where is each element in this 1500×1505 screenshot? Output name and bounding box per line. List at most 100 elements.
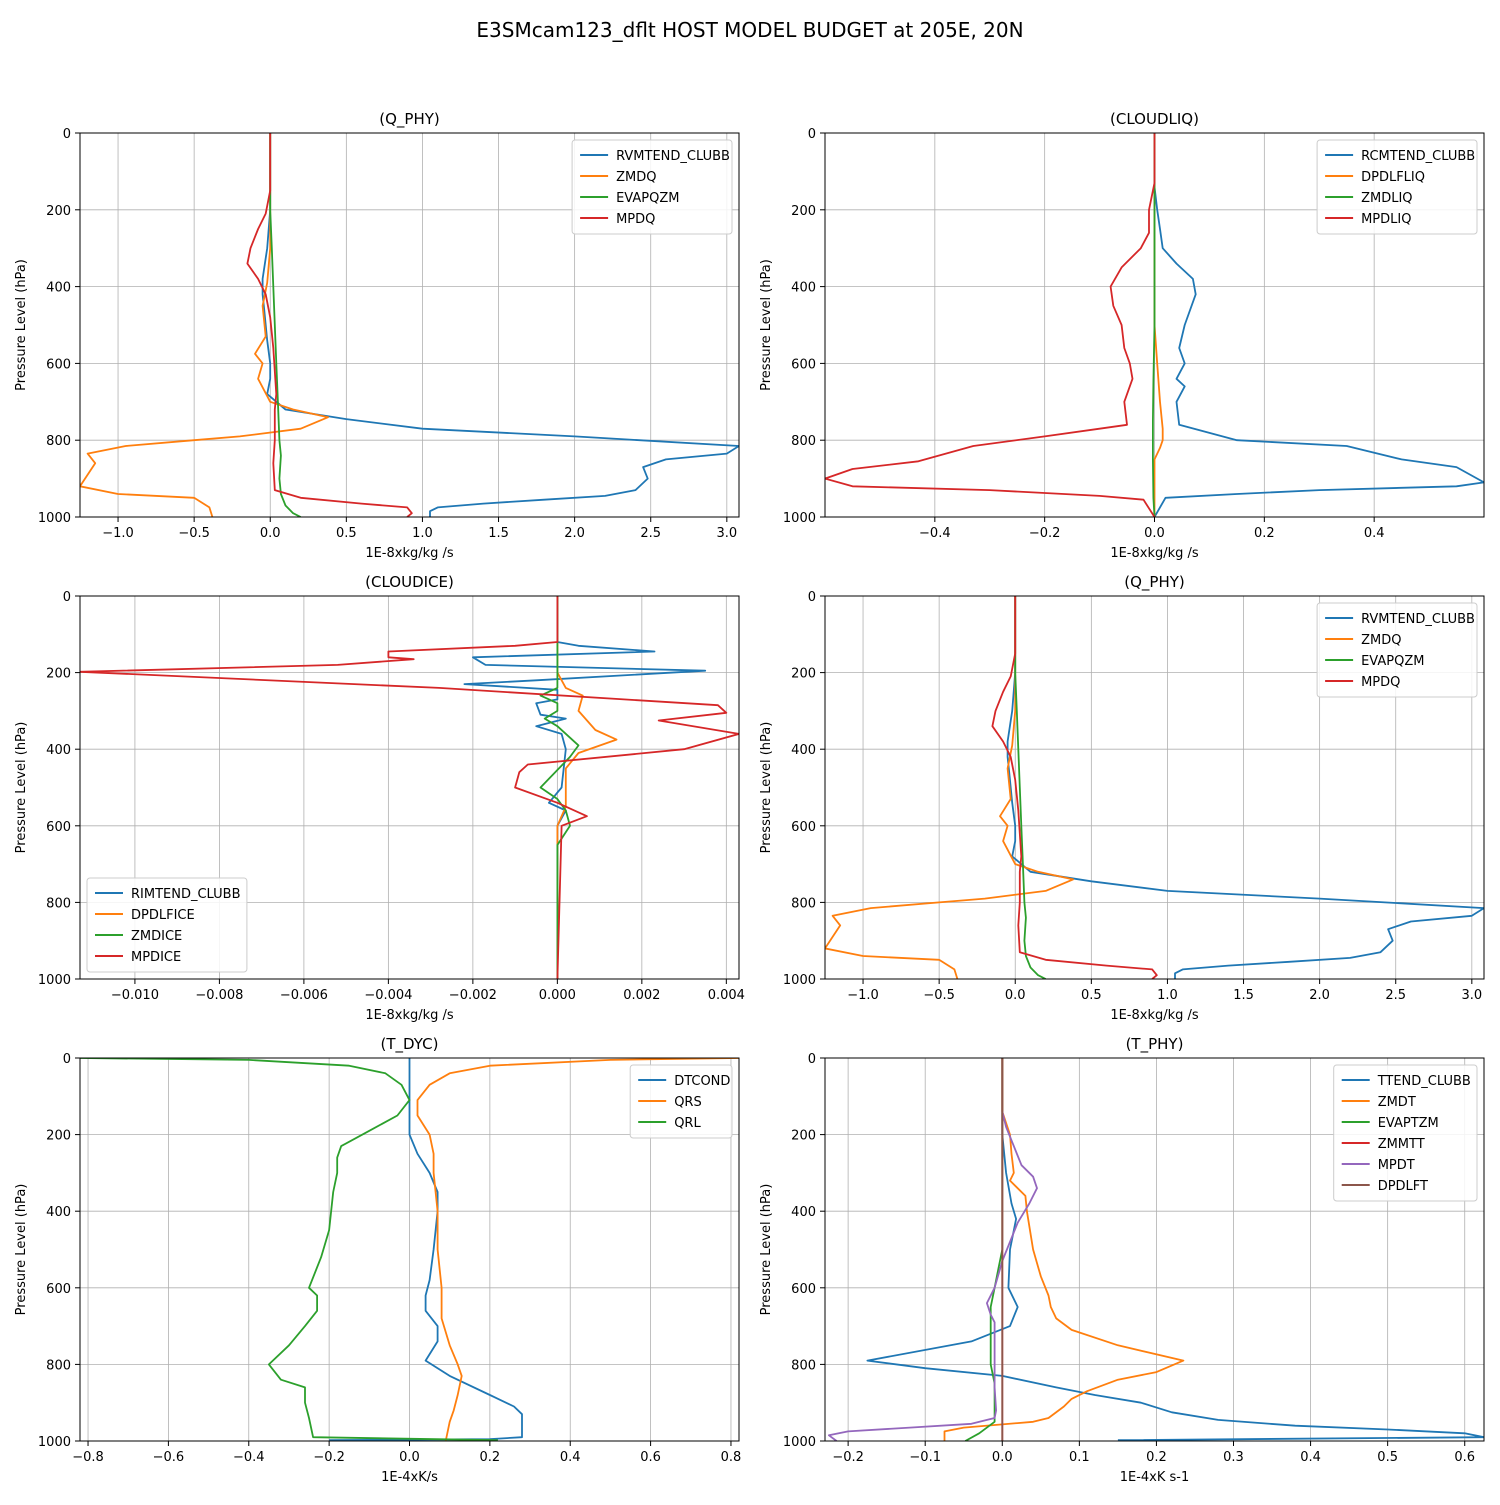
y-tick-label: 600: [46, 1282, 71, 1297]
y-axis-label: Pressure Level (hPa): [14, 722, 29, 854]
x-tick-label: −0.002: [449, 988, 497, 1003]
series-line-rcmtend_clubb: [1153, 133, 1484, 517]
series-line-mpdq: [991, 596, 1158, 979]
x-tick-label: 0.4: [1300, 1450, 1321, 1465]
series-line-evapqzm: [269, 133, 302, 517]
series-line-zmdq: [80, 133, 329, 517]
legend-box: [629, 1064, 733, 1139]
y-tick-label: 0: [63, 1052, 71, 1067]
series-group: [80, 133, 739, 517]
x-tick-label: −0.6: [153, 1450, 185, 1465]
legend-entry: MPDICE: [131, 950, 181, 965]
x-tick-label: −1.0: [102, 526, 134, 541]
legend-entry: ZMDLIQ: [1361, 191, 1412, 206]
axes-frame: [79, 132, 740, 518]
x-tick-label: 2.5: [1385, 988, 1406, 1003]
x-tick-label: 0.000: [539, 988, 576, 1003]
x-tick-label: −0.5: [178, 526, 210, 541]
series-line-mpdt: [828, 1111, 1038, 1441]
series-line-qrs: [416, 1058, 739, 1441]
x-tick-label: 0.2: [1254, 526, 1275, 541]
series-line-zmdice: [539, 596, 580, 979]
legend-box: [86, 877, 248, 973]
x-tick-label: 0.5: [1081, 988, 1102, 1003]
chart-title: (CLOUDICE): [365, 573, 454, 591]
legend-entry: EVAPTZM: [1378, 1116, 1439, 1131]
y-tick-label: 600: [791, 820, 816, 835]
x-tick-label: 0.3: [1223, 1450, 1244, 1465]
x-tick-label: −0.008: [195, 988, 243, 1003]
y-tick-label: 0: [808, 1052, 816, 1067]
legend-entry: MPDQ: [616, 212, 655, 227]
y-tick-label: 800: [791, 1358, 816, 1373]
series-line-rvmtend_clubb: [261, 133, 739, 517]
series-line-zmdliq: [1152, 133, 1156, 517]
series-line-mpdliq: [825, 133, 1156, 517]
legend-entry: ZMDQ: [1361, 633, 1401, 648]
legend-entry: MPDLIQ: [1361, 212, 1411, 227]
y-tick-label: 1000: [783, 511, 816, 526]
legend-entry: ZMDICE: [131, 929, 182, 944]
x-tick-label: 0.6: [1454, 1450, 1475, 1465]
y-tick-label: 1000: [783, 1435, 816, 1450]
x-tick-label: −0.2: [1029, 526, 1061, 541]
x-tick-label: 2.0: [564, 526, 585, 541]
chart-panel-2: −0.4 −0.2 0.0 0.2 0.4 0 200 400 600 800 1000 (CLOUD…: [759, 110, 1485, 561]
legend-entry: QRS: [674, 1095, 702, 1110]
chart-title: (T_DYC): [381, 1035, 439, 1054]
x-tick-label: −0.8: [72, 1450, 104, 1465]
x-tick-label: 0.5: [336, 526, 357, 541]
x-tick-label: 0.4: [560, 1450, 581, 1465]
series-line-mpdq: [246, 133, 413, 517]
x-axis-label: 1E-8xkg/kg /s: [365, 546, 454, 561]
axes-frame: [824, 595, 1485, 980]
axes-frame: [824, 1057, 1485, 1442]
series-line-rvmtend_clubb: [1006, 596, 1484, 979]
x-tick-label: 0.0: [399, 1450, 420, 1465]
legend-entry: ZMDT: [1378, 1095, 1416, 1110]
x-tick-label: −0.006: [280, 988, 328, 1003]
y-tick-label: 800: [46, 896, 71, 911]
x-tick-label: −0.1: [909, 1450, 941, 1465]
x-tick-label: 0.0: [1144, 526, 1165, 541]
legend: DTCOND QRS QRL: [629, 1064, 733, 1139]
x-tick-label: 1.5: [488, 526, 509, 541]
y-tick-label: 1000: [38, 511, 71, 526]
chart-title: (Q_PHY): [379, 110, 440, 129]
legend-box: [571, 139, 733, 235]
series-group: [80, 1058, 739, 1441]
legend-box: [1316, 602, 1478, 698]
x-tick-label: 0.1: [1069, 1450, 1090, 1465]
legend: RVMTEND_CLUBB ZMDQ EVAPQZM MPDQ: [1316, 602, 1478, 698]
series-line-rimtend_clubb: [463, 596, 707, 979]
series-group: [80, 596, 739, 979]
figure-title: E3SMcam123_dflt HOST MODEL BUDGET at 205…: [476, 18, 1023, 42]
y-tick-label: 0: [63, 590, 71, 605]
x-tick-label: 0.6: [640, 1450, 661, 1465]
y-tick-label: 200: [791, 204, 816, 219]
x-tick-label: 0.5: [1377, 1450, 1398, 1465]
x-tick-label: 1.5: [1233, 988, 1254, 1003]
legend: TTEND_CLUBB ZMDT EVAPTZM ZMMTT MPDT DPDLFT: [1333, 1064, 1478, 1202]
y-tick-label: 1000: [38, 1435, 71, 1450]
legend-entry: QRL: [674, 1116, 701, 1131]
y-tick-label: 0: [63, 127, 71, 142]
y-tick-label: 400: [46, 743, 71, 758]
series-line-dtcond: [329, 1058, 523, 1441]
legend-entry: RCMTEND_CLUBB: [1361, 149, 1475, 164]
y-tick-label: 400: [46, 1205, 71, 1220]
y-tick-label: 800: [791, 434, 816, 449]
x-tick-label: −0.5: [923, 988, 955, 1003]
legend-entry: ZMMTT: [1378, 1137, 1425, 1152]
legend-entry: DTCOND: [674, 1074, 730, 1089]
series-line-mpdice: [80, 596, 739, 979]
series-group: [828, 1058, 1484, 1441]
x-axis-label: 1E-8xkg/kg /s: [1110, 546, 1199, 561]
legend-entry: TTEND_CLUBB: [1377, 1074, 1471, 1089]
y-tick-label: 200: [791, 1129, 816, 1144]
legend-entry: ZMDQ: [616, 170, 656, 185]
series-line-evapqzm: [1014, 596, 1047, 979]
chart-panel-3: −0.010 −0.008 −0.006 −0.004 −0.002 0.000 0.002…: [14, 573, 745, 1023]
x-tick-label: 0.2: [480, 1450, 501, 1465]
x-tick-label: −1.0: [847, 988, 879, 1003]
